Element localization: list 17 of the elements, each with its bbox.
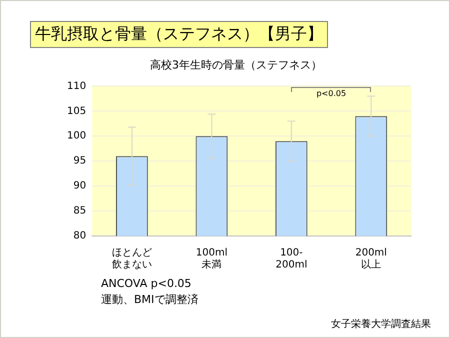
x-tick-label: 100-200ml — [276, 248, 308, 271]
y-tick-label: 80 — [73, 230, 86, 242]
text: ANCOVA p<0.05 — [101, 276, 192, 292]
y-tick-label: 110 — [66, 80, 86, 92]
annotation: p<0.05 — [315, 89, 348, 98]
y-tick-label: 85 — [73, 206, 86, 217]
text: 女子栄養大学調査結果 — [331, 318, 431, 331]
chart-title: 牛乳摂取と骨量（ステフネス）【男子】 — [30, 21, 328, 48]
y-tick-label: 90 — [73, 180, 86, 192]
y-tick-label: 95 — [73, 156, 86, 167]
y-tick-label: 105 — [66, 106, 86, 117]
x-tick-label: 100ml未満 — [196, 248, 228, 271]
y-tick-label: 100 — [66, 130, 86, 142]
x-tick-label: ほとんど飲まない — [112, 248, 152, 271]
text: 運動、BMIで調整済 — [101, 292, 198, 308]
x-tick-label: 200ml以上 — [355, 248, 387, 271]
chart-subtitle: 高校3年生時の骨量（ステフネス） — [150, 58, 322, 72]
